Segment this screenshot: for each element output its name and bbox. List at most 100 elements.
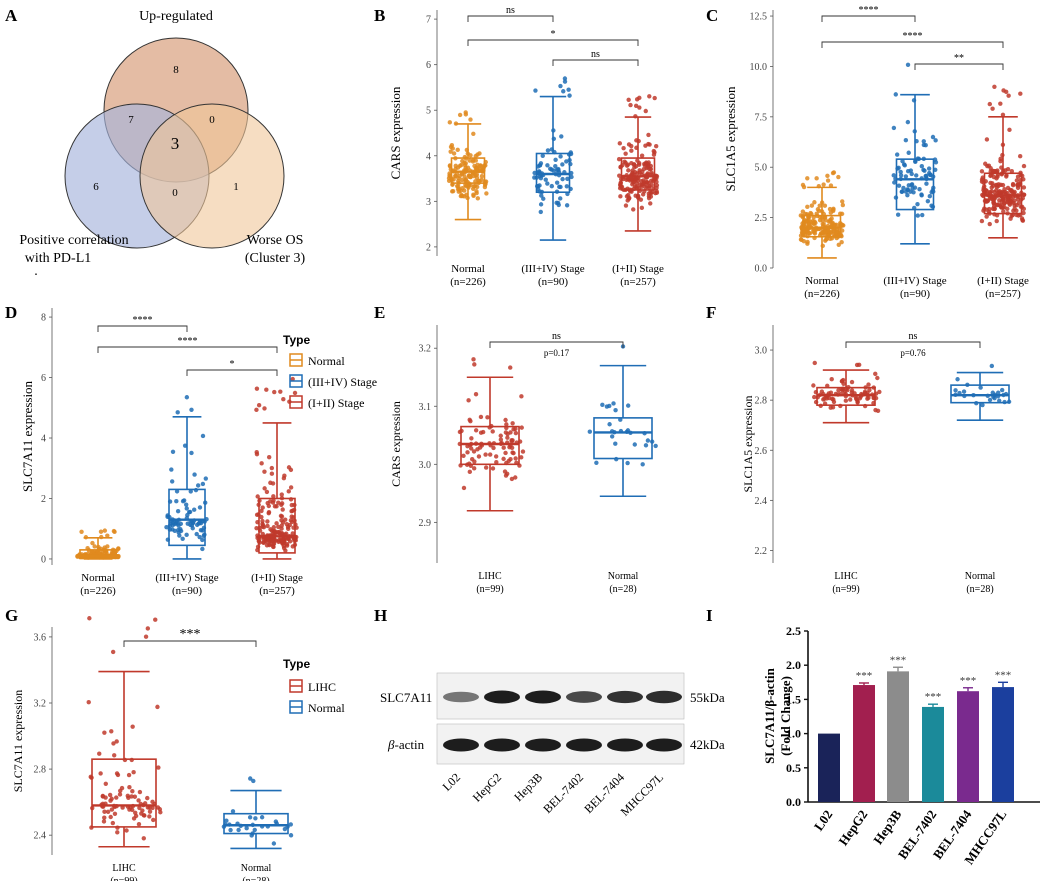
panel-c-point [820,218,825,223]
panel-b-point [478,163,483,168]
panel-g-x-n: (n=28) [242,876,269,881]
panel-c-point [984,207,989,212]
panel-e-point [469,446,474,451]
panel-d-point [288,485,294,490]
blot-band-slc7a11 [525,690,561,704]
panel-g-sig-label: *** [180,627,201,642]
panel-c-point [808,210,813,216]
panel-d-point [288,467,294,473]
panel-c-point [812,200,817,205]
panel-d-point [200,433,206,439]
panel-e-point [461,453,466,458]
panel-d-point [270,481,276,486]
panel-d-point [281,545,287,551]
panel-e-point [498,433,503,438]
panel-i-bar [887,671,909,802]
panel-e-point [505,435,510,440]
panel-b-point [645,184,650,189]
panel-c-y-tick-label: 5.0 [755,163,768,174]
venn-diagram: Up-regulated Positive correlation with P… [19,9,305,279]
panel-c-point [805,204,810,210]
panel-e-point [471,449,477,454]
panel-c-point [893,92,898,97]
panel-c-point [1005,200,1010,205]
panel-b-sig-label: * [551,29,556,40]
panel-c-point [1018,91,1023,96]
panel-b-point [545,181,550,186]
panel-b-point [453,174,458,179]
panel-b-point [624,163,630,168]
panel-e-point [472,362,477,367]
panel-b-point [475,196,481,201]
panel-d-point [90,540,95,546]
panel-g-point [124,828,129,833]
panel-e-point [469,436,474,441]
panel-d-point [276,500,281,505]
panel-c-point [1009,197,1014,202]
panel-d-point [267,542,273,547]
panel-g-point [137,789,143,795]
panel-d-point [92,544,97,549]
panel-g-point [127,785,132,790]
panel-e-y-tick-label: 3.1 [419,402,432,413]
panel-i-bar [853,685,875,802]
panel-i-bar [992,687,1014,802]
panel-d-point [185,521,190,526]
panel-b-point [652,95,657,101]
panel-b-point [630,182,635,187]
panel-d-point [180,498,186,504]
panel-g-point [102,809,107,814]
panel-g-point [145,626,151,631]
panel-i-x-label: HepG2 [835,807,870,848]
panel-c-point [995,174,1000,179]
panel-c-point [894,152,900,157]
panel-c-point [984,199,990,204]
panel-g-point [249,833,254,838]
panel-c-point [984,137,990,142]
panel-b-point [624,194,630,199]
panel-c-point [1004,174,1009,179]
panel-c-point [805,176,810,181]
panel-e-point [503,450,508,456]
panel-b-point [566,87,571,92]
panel-c-y-tick-label: 2.5 [755,213,768,224]
panel-b-point [473,183,478,188]
panel-b-point [617,173,622,178]
panel-b-point [646,193,652,199]
panel-b-point [468,153,473,158]
panel-b-point [458,193,464,199]
panel-g-point [147,814,152,819]
panel-b-point [482,184,488,190]
panel-c-sig-label: **** [903,31,923,42]
panel-c-box [802,214,842,238]
panel-b-point [646,132,651,138]
panel-b-point [474,189,479,194]
panel-c-point [805,241,810,246]
panel-d-point [260,505,265,510]
panel-g-point [117,792,123,797]
panel-d-point [116,546,121,551]
panel-i-x-label: Hep3B [870,807,904,847]
panel-b-point [646,160,651,165]
blot-kda-42: 42kDa [690,737,725,752]
panel-c-point [927,170,932,176]
legend-g-title: Type [283,657,310,671]
panel-e-point [607,403,612,409]
panel-d-point [189,450,194,456]
panel-c-point [1010,181,1016,187]
panel-g-point [131,769,136,775]
venn-count-pd-os: 0 [172,187,178,199]
panel-g-point [107,792,113,798]
panel-c-point [826,219,832,224]
boxplot-cars-stage: 2 3 4 5 6 7 CARS expression Normal(n=226) (III+I… [388,5,664,288]
panel-c-point [933,138,938,143]
panel-b-point [562,76,568,81]
panel-d-point [271,498,276,503]
venn-label-dot: . [34,264,38,279]
panel-d-point [262,469,267,474]
panel-b-point [629,176,634,181]
panel-c-point [1021,185,1027,190]
panel-c-point [998,158,1003,164]
panel-e-point [478,430,484,435]
panel-c-point [910,186,915,191]
